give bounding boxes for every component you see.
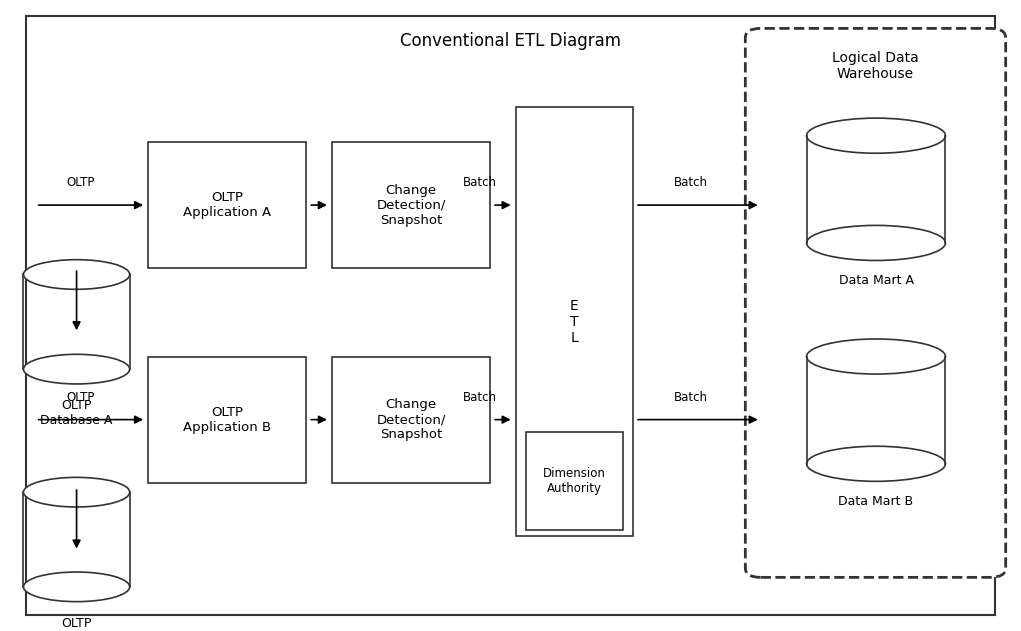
Text: Data Mart B: Data Mart B	[838, 495, 914, 508]
Text: Logical Data
Warehouse: Logical Data Warehouse	[832, 51, 919, 81]
Text: E
T
L: E T L	[570, 298, 579, 345]
Text: OLTP: OLTP	[66, 176, 95, 189]
FancyBboxPatch shape	[526, 432, 623, 530]
FancyBboxPatch shape	[148, 357, 306, 483]
Text: Batch: Batch	[463, 391, 496, 404]
Text: Batch: Batch	[463, 176, 496, 189]
Ellipse shape	[807, 339, 945, 374]
Text: Data Mart A: Data Mart A	[838, 274, 914, 287]
FancyBboxPatch shape	[332, 357, 490, 483]
Text: OLTP
Database B: OLTP Database B	[40, 617, 113, 631]
FancyBboxPatch shape	[745, 28, 1006, 577]
FancyBboxPatch shape	[516, 107, 633, 536]
Text: Batch: Batch	[674, 176, 708, 189]
Ellipse shape	[23, 260, 130, 289]
Text: Change
Detection/
Snapshot: Change Detection/ Snapshot	[377, 398, 445, 441]
Ellipse shape	[23, 355, 130, 384]
Ellipse shape	[807, 118, 945, 153]
Text: OLTP
Database A: OLTP Database A	[41, 399, 112, 427]
Text: Change
Detection/
Snapshot: Change Detection/ Snapshot	[377, 184, 445, 227]
Text: OLTP
Application B: OLTP Application B	[183, 406, 272, 433]
Ellipse shape	[23, 572, 130, 601]
Ellipse shape	[23, 478, 130, 507]
FancyBboxPatch shape	[148, 142, 306, 268]
Text: Batch: Batch	[674, 391, 708, 404]
Ellipse shape	[807, 225, 945, 261]
Text: Conventional ETL Diagram: Conventional ETL Diagram	[400, 32, 621, 50]
FancyBboxPatch shape	[26, 16, 995, 615]
Text: OLTP
Application A: OLTP Application A	[183, 191, 272, 219]
Ellipse shape	[807, 446, 945, 481]
Text: Dimension
Authority: Dimension Authority	[543, 467, 605, 495]
FancyBboxPatch shape	[332, 142, 490, 268]
Text: OLTP: OLTP	[66, 391, 95, 404]
